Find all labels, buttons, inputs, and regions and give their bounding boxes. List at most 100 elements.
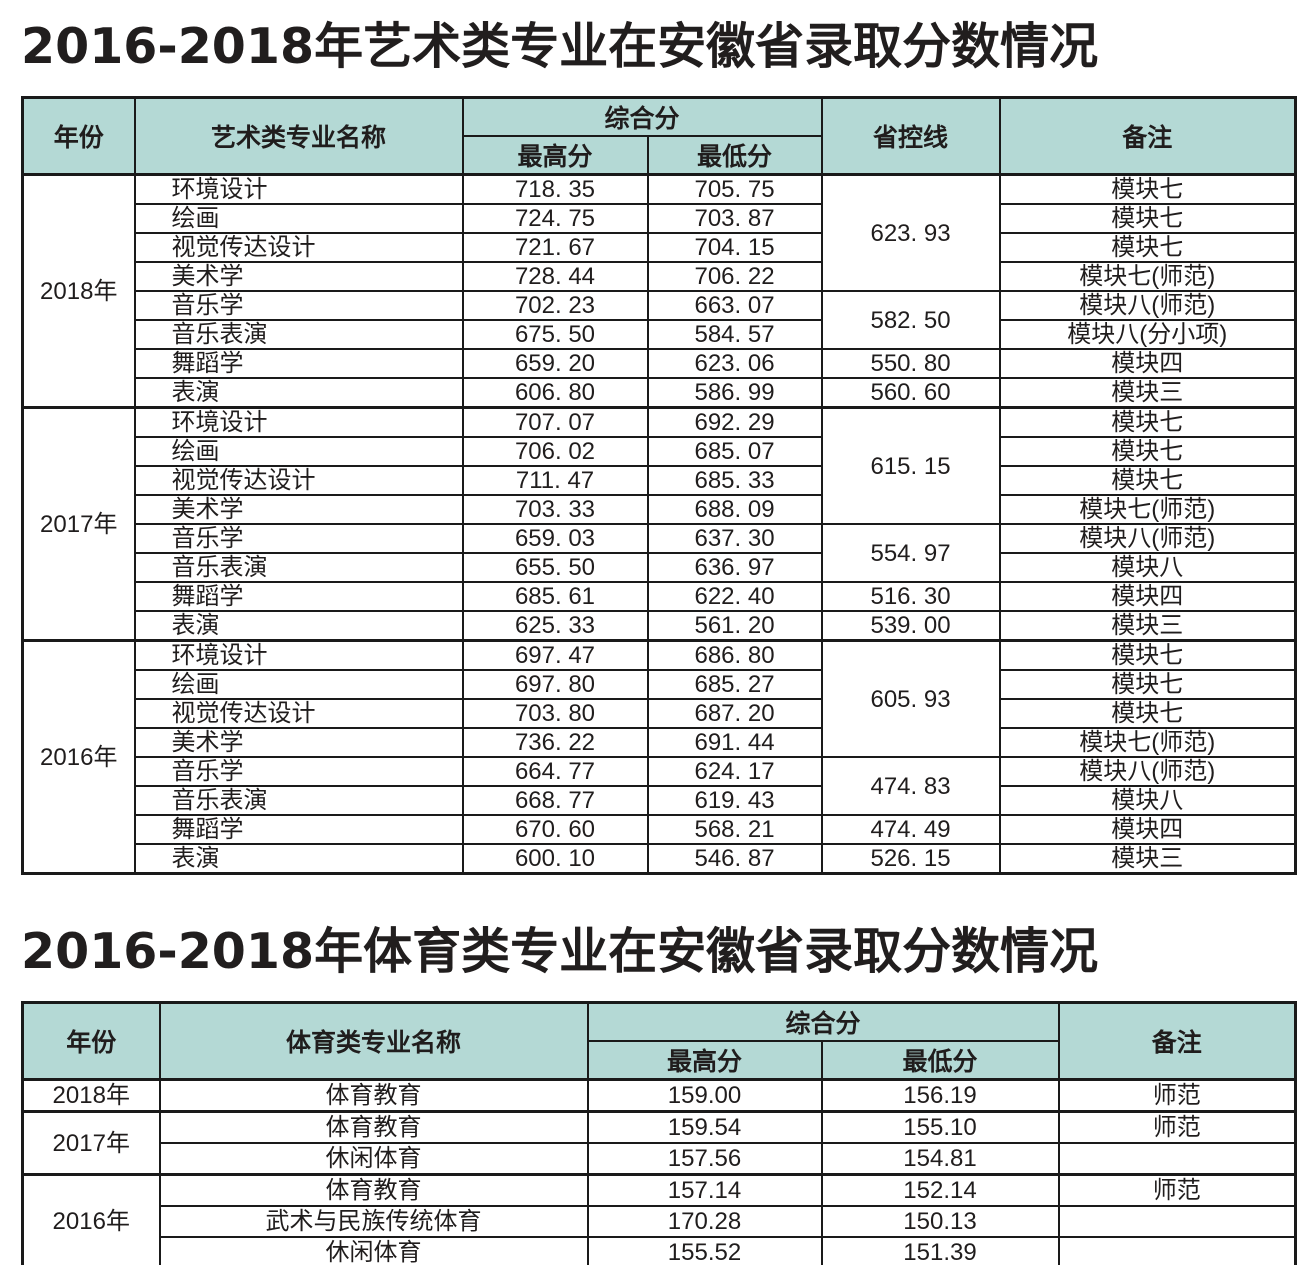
max-score-cell: 703. 33 [461, 494, 649, 525]
art-table-header: 年份 艺术类专业名称 综合分 省控线 备注 最高分 最低分 [21, 96, 1297, 176]
min-score-cell: 685. 07 [646, 436, 823, 467]
min-score-cell: 546. 87 [646, 843, 823, 875]
min-score-cell: 156.19 [820, 1078, 1060, 1113]
sport-table-row: 2018年 体育教育 159.00 156.19 师范 [21, 1078, 1297, 1113]
art-table-row: 音乐学 702. 23 663. 07 582. 50 模块八(师范) [23, 290, 1297, 350]
max-score-cell: 625. 33 [461, 610, 649, 642]
max-score-cell: 697. 80 [461, 669, 649, 700]
major-cell: 武术与民族传统体育 [158, 1205, 589, 1238]
min-score-cell: 688. 09 [646, 494, 823, 525]
major-cell: 音乐表演 [133, 319, 464, 350]
min-score-cell: 152.14 [820, 1173, 1060, 1207]
art-table-row: 表演 600. 10 546. 87 526. 15 模块三 [23, 843, 1297, 875]
col-header-max: 最高分 [461, 135, 649, 176]
major-cell: 绘画 [133, 436, 464, 467]
art-table-row: 美术学 736. 22 691. 44 模块七(师范) [23, 727, 1297, 758]
art-table-row: 视觉传达设计 703. 80 687. 20 模块七 [23, 698, 1297, 729]
min-score-cell: 686. 80 [646, 639, 823, 671]
col-header-min: 最低分 [646, 135, 823, 176]
remark-cell: 模块七 [998, 203, 1297, 234]
major-cell: 休闲体育 [158, 1142, 589, 1176]
remark-cell [1057, 1142, 1297, 1176]
art-table-row: 绘画 697. 80 685. 27 模块七 [23, 669, 1297, 700]
max-score-cell: 721. 67 [461, 232, 649, 263]
art-table-row: 舞蹈学 659. 20 623. 06 550. 80 模块四 [23, 348, 1297, 379]
remark-cell: 模块三 [998, 377, 1297, 409]
major-cell: 视觉传达设计 [133, 232, 464, 263]
remark-cell: 模块七 [998, 698, 1297, 729]
sport-table-header: 年份 体育类专业名称 综合分 备注 最高分 最低分 [21, 1001, 1297, 1081]
max-score-cell: 718. 35 [461, 173, 649, 205]
major-cell: 音乐学 [133, 290, 464, 321]
art-scores-title: 2016-2018年艺术类专业在安徽省录取分数情况 [21, 18, 1099, 75]
max-score-cell: 702. 23 [461, 290, 649, 321]
year-cell: 2016年 [21, 639, 136, 875]
max-score-cell: 664. 77 [461, 756, 649, 787]
col-header-major: 体育类专业名称 [158, 1001, 589, 1081]
remark-cell: 模块七(师范) [998, 261, 1297, 292]
control-line-cell: 582. 50 [820, 290, 1001, 350]
control-line-cell: 554. 97 [820, 523, 1001, 583]
remark-cell: 模块七 [998, 436, 1297, 467]
sport-table-row: 休闲体育 155.52 151.39 [23, 1236, 1297, 1265]
control-line-cell: 550. 80 [820, 348, 1001, 379]
max-score-cell: 155.52 [586, 1236, 823, 1265]
major-cell: 音乐学 [133, 523, 464, 554]
remark-cell: 模块八 [998, 552, 1297, 583]
max-score-cell: 668. 77 [461, 785, 649, 816]
max-score-cell: 157.14 [586, 1173, 823, 1207]
remark-cell: 模块七(师范) [998, 727, 1297, 758]
major-cell: 环境设计 [133, 173, 464, 205]
min-score-cell: 619. 43 [646, 785, 823, 816]
year-cell: 2018年 [21, 173, 136, 409]
art-table-row: 视觉传达设计 721. 67 704. 15 模块七 [23, 232, 1297, 263]
control-line-cell: 474. 83 [820, 756, 1001, 816]
min-score-cell: 151.39 [820, 1236, 1060, 1265]
col-header-major: 艺术类专业名称 [133, 96, 464, 176]
remark-cell: 模块八(分小项) [998, 319, 1297, 350]
remark-cell [1057, 1236, 1297, 1265]
remark-cell: 师范 [1057, 1173, 1297, 1207]
art-table-row: 2018年 环境设计 718. 35 705. 75 623. 93 模块七 [21, 173, 1297, 409]
control-line-cell: 539. 00 [820, 610, 1001, 642]
min-score-cell: 155.10 [820, 1110, 1060, 1144]
remark-cell: 模块七 [998, 465, 1297, 496]
major-cell: 表演 [133, 610, 464, 642]
remark-cell: 模块七 [998, 639, 1297, 671]
col-header-remark: 备注 [1057, 1001, 1297, 1081]
art-table-row: 表演 625. 33 561. 20 539. 00 模块三 [23, 610, 1297, 642]
year-cell: 2016年 [21, 1173, 161, 1265]
major-cell: 休闲体育 [158, 1236, 589, 1265]
remark-cell [1057, 1205, 1297, 1238]
major-cell: 美术学 [133, 727, 464, 758]
max-score-cell: 655. 50 [461, 552, 649, 583]
sport-table-row: 2017年 体育教育 159.54 155.10 师范 [21, 1110, 1297, 1176]
min-score-cell: 622. 40 [646, 581, 823, 612]
max-score-cell: 707. 07 [461, 406, 649, 438]
min-score-cell: 692. 29 [646, 406, 823, 438]
control-line-cell: 516. 30 [820, 581, 1001, 612]
major-cell: 绘画 [133, 203, 464, 234]
remark-cell: 模块四 [998, 581, 1297, 612]
max-score-cell: 706. 02 [461, 436, 649, 467]
major-cell: 视觉传达设计 [133, 465, 464, 496]
remark-cell: 模块四 [998, 814, 1297, 845]
col-header-control-line: 省控线 [820, 96, 1001, 176]
min-score-cell: 685. 27 [646, 669, 823, 700]
remark-cell: 师范 [1057, 1078, 1297, 1113]
col-header-year: 年份 [21, 1001, 161, 1081]
remark-cell: 模块七 [998, 406, 1297, 438]
min-score-cell: 691. 44 [646, 727, 823, 758]
max-score-cell: 170.28 [586, 1205, 823, 1238]
sport-scores-title: 2016-2018年体育类专业在安徽省录取分数情况 [21, 923, 1099, 980]
max-score-cell: 685. 61 [461, 581, 649, 612]
max-score-cell: 675. 50 [461, 319, 649, 350]
major-cell: 视觉传达设计 [133, 698, 464, 729]
max-score-cell: 724. 75 [461, 203, 649, 234]
year-cell: 2017年 [21, 406, 136, 642]
min-score-cell: 636. 97 [646, 552, 823, 583]
max-score-cell: 600. 10 [461, 843, 649, 875]
art-table-row: 绘画 706. 02 685. 07 模块七 [23, 436, 1297, 467]
max-score-cell: 728. 44 [461, 261, 649, 292]
